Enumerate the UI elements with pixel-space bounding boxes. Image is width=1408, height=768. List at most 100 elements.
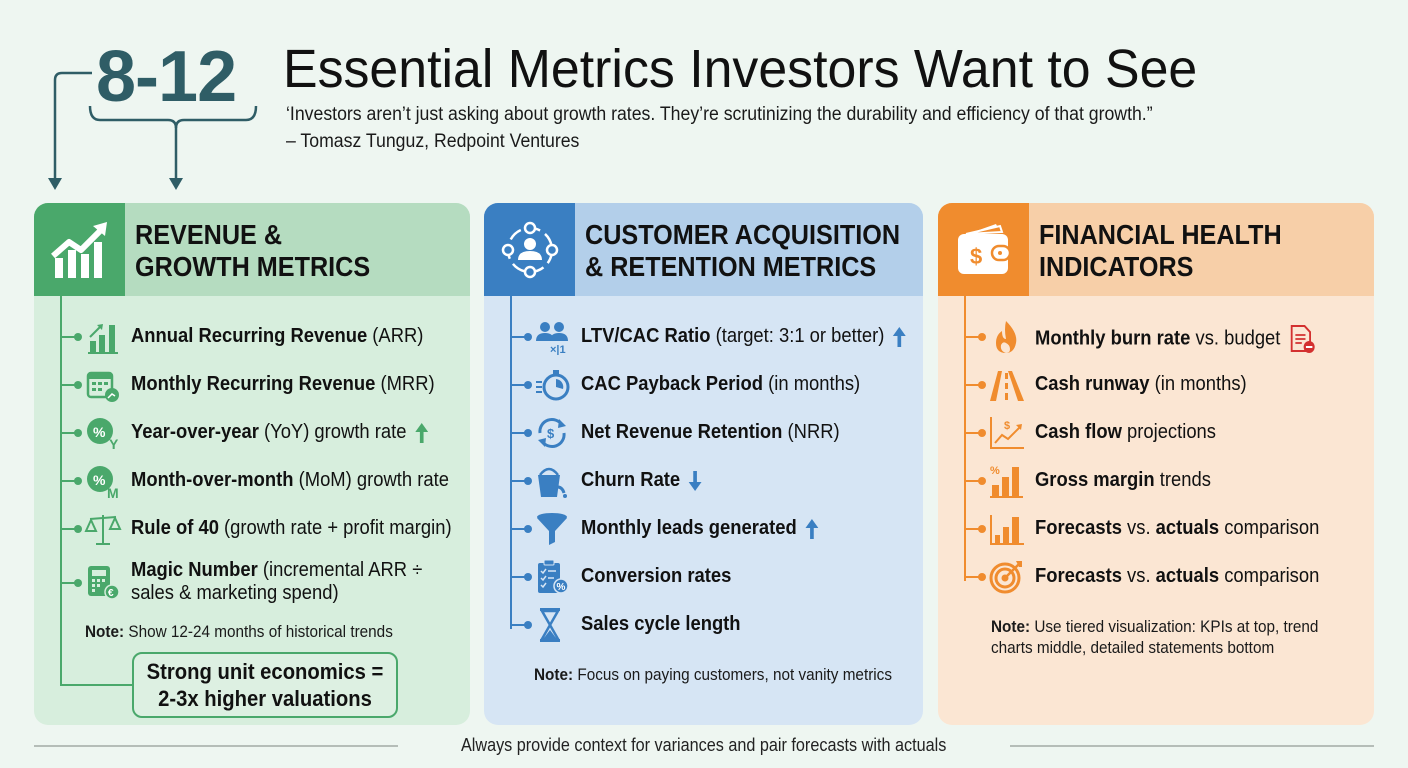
list-item: CAC Payback Period (in months) [484,365,923,405]
stopwatch-icon [536,370,570,401]
metric-count: 8-12 [96,37,237,117]
card-header: CUSTOMER ACQUISITION & RETENTION METRICS [484,203,923,296]
card-title: REVENUE & GROWTH METRICS [135,219,371,282]
metric-label: Sales cycle length [581,613,741,635]
svg-text:€: € [108,588,114,599]
footer-note: Always provide context for variances and… [0,735,1408,756]
users-ratio-icon: ×|1 [536,322,568,355]
percent-bars-icon: % [990,465,1023,498]
metric-label: CAC Payback Period (in months) [581,373,861,395]
page-title: Essential Metrics Investors Want to See [283,39,1198,99]
scale-icon [84,515,122,545]
financial-health-card: $ FINANCIAL HEALTH INDICATORS Monthly bu… [938,203,1374,725]
list-item: $ Cash flow projections [938,413,1374,453]
bracket-arrows-icon [48,71,258,190]
tree-line [510,296,512,629]
metric-label: Net Revenue Retention (NRR) [581,421,840,443]
metric-label: Year-over-year (YoY) growth rate [131,420,429,444]
trend-up-arrow-icon [893,326,907,347]
metric-label: Monthly Recurring Revenue (MRR) [131,373,435,395]
list-item: % M Month-over-month (MoM) growth rate [34,461,470,501]
section-note: Note: Show 12-24 months of historical tr… [85,622,393,641]
footer-divider-right [1010,745,1374,747]
metric-label: Cash runway (in months) [1035,373,1247,395]
wallet-dollar-icon: $ [938,203,1029,296]
tree-connector [60,684,132,686]
metric-label: Gross margin trends [1035,469,1211,491]
svg-text:M: M [107,485,119,499]
svg-text:%: % [990,465,1000,477]
metric-label: LTV/CAC Ratio (target: 3:1 or better) [581,324,907,348]
percent-m-icon: % M [87,466,119,499]
percent-y-icon: % Y [87,418,119,451]
leaking-bucket-icon [538,467,567,498]
metric-label: Forecasts vs. actuals comparison [1035,517,1320,539]
road-icon [990,371,1024,401]
list-item: Annual Recurring Revenue (ARR) [34,317,470,357]
metric-label: Cash flow projections [1035,421,1216,443]
metric-label: Annual Recurring Revenue (ARR) [131,325,424,347]
tree-line [60,296,62,686]
svg-text:×|1: ×|1 [550,344,566,355]
card-title: CUSTOMER ACQUISITION & RETENTION METRICS [585,219,901,282]
list-item: % Y Year-over-year (YoY) growth rate [34,413,470,453]
customer-acquisition-card: CUSTOMER ACQUISITION & RETENTION METRICS… [484,203,923,725]
tree-line [964,296,966,581]
unit-economics-callout: Strong unit economics = 2-3x higher valu… [132,652,398,718]
revenue-growth-card: REVENUE & GROWTH METRICS Annual Recurrin… [34,203,470,725]
metric-label: Rule of 40 (growth rate + profit margin) [131,517,452,539]
card-header: $ FINANCIAL HEALTH INDICATORS [938,203,1374,296]
list-item: Monthly burn rate vs. budget [938,317,1374,357]
list-item: Forecasts vs. actuals comparison [938,509,1374,549]
card-header: REVENUE & GROWTH METRICS [34,203,470,296]
quote: ‘Investors aren’t just asking about grow… [286,104,1153,125]
list-item: Churn Rate [484,461,923,501]
document-minus-icon [1291,325,1315,353]
dollar-cycle-icon: $ [538,418,566,448]
svg-text:%: % [93,472,106,488]
trend-down-arrow-icon [688,470,702,491]
list-item: ×|1 LTV/CAC Ratio (target: 3:1 or better… [484,317,923,357]
metric-label: Conversion rates [581,565,732,587]
quote-attribution: – Tomasz Tunguz, Redpoint Ventures [286,131,580,152]
calendar-growth-icon [86,371,119,402]
funnel-icon [537,513,567,545]
list-item: Forecasts vs. actuals comparison [938,557,1374,597]
metric-label: Magic Number (incremental ARR ÷ sales & … [131,559,423,604]
bar-chart-up-icon [88,324,118,354]
list-item: Rule of 40 (growth rate + profit margin) [34,509,470,549]
card-title: FINANCIAL HEALTH INDICATORS [1039,219,1282,282]
section-note: Note: Use tiered visualization: KPIs at … [991,617,1319,657]
trend-up-arrow-icon [415,422,429,443]
calculator-icon: € [88,566,120,600]
growth-chart-icon [34,203,125,296]
bar-chart-icon [990,515,1024,545]
metric-label: Monthly leads generated [581,516,819,540]
footer-divider-left [34,745,398,747]
clipboard-percent-icon: % [538,559,569,594]
list-item: Monthly Recurring Revenue (MRR) [34,365,470,405]
trend-up-arrow-icon [805,518,819,539]
svg-text:Y: Y [109,436,119,451]
metric-label: Month-over-month (MoM) growth rate [131,469,449,491]
list-item: Monthly leads generated [484,509,923,549]
flame-icon [996,321,1017,353]
list-item: $ Net Revenue Retention (NRR) [484,413,923,453]
customer-network-icon [484,203,575,296]
header: 8-12 Essential Metrics Investors Want to… [0,0,1408,200]
list-item: Cash runway (in months) [938,365,1374,405]
list-item: Sales cycle length [484,605,923,645]
svg-text:$: $ [547,426,555,441]
dollar-trend-icon: $ [990,417,1024,449]
hourglass-icon [539,608,561,642]
section-note: Note: Focus on paying customers, not van… [534,665,892,684]
metric-label: Churn Rate [581,468,702,492]
metric-label: Forecasts vs. actuals comparison [1035,565,1320,587]
svg-text:$: $ [970,244,982,269]
svg-text:$: $ [1004,420,1010,432]
svg-text:%: % [93,424,106,440]
list-item: % Gross margin trends [938,461,1374,501]
metric-label: Monthly burn rate vs. budget [1035,324,1317,354]
list-item: % Conversion rates [484,557,923,597]
list-item: € Magic Number (incremental ARR ÷ sales … [34,559,470,604]
